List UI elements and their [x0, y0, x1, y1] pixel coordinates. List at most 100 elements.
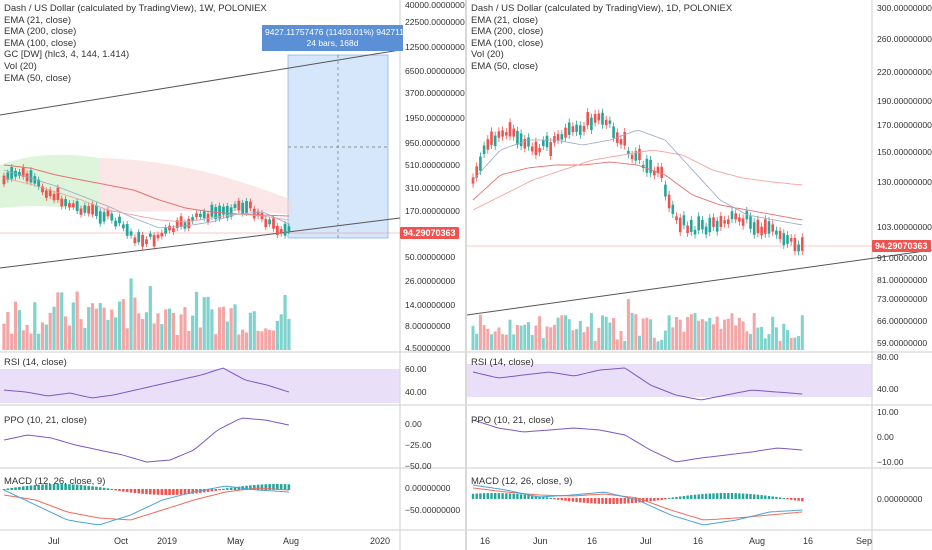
candle-body: [148, 233, 152, 237]
volume-bar: [114, 317, 118, 350]
candle-body: [114, 220, 118, 227]
left-rsi-label[interactable]: RSI (14, close): [4, 357, 67, 368]
candle-body: [501, 130, 504, 137]
volume-bar: [601, 315, 604, 350]
right-indicator-ema100[interactable]: EMA (100, close): [471, 37, 544, 49]
volume-bar: [475, 333, 479, 350]
macd-hist: [268, 484, 271, 490]
rsi-band: [0, 369, 400, 403]
right-chart-canvas[interactable]: [467, 0, 932, 550]
right-ppo-label[interactable]: PPO (10, 21, close): [471, 415, 554, 426]
volume-bar: [52, 306, 56, 350]
macd-hist: [523, 494, 526, 499]
volume-bar: [575, 329, 579, 350]
candle-body: [519, 133, 523, 147]
volume-bar: [260, 331, 264, 350]
right-price-tick: 300.00000000: [877, 3, 932, 13]
left-indicator-ema21[interactable]: EMA (21, close): [4, 14, 72, 26]
left-indicator-gc[interactable]: GC [DW] (hlc3, 4, 144, 1.414): [4, 49, 130, 61]
macd-hist: [33, 485, 37, 490]
left-chart-panel[interactable]: Dash / US Dollar (calculated by TradingV…: [0, 0, 470, 550]
candle-body: [771, 224, 774, 232]
volume-bar: [6, 312, 10, 350]
left-price-tick: 8.00000000: [405, 321, 451, 331]
volume-bar: [608, 322, 612, 350]
macd-hist: [264, 484, 268, 490]
macd-hist: [708, 493, 711, 499]
macd-hist: [716, 493, 719, 499]
candle-body: [245, 201, 248, 213]
macd-hist: [95, 486, 98, 490]
left-time-tick: 2019: [157, 536, 178, 546]
right-indicator-ema21[interactable]: EMA (21, close): [471, 14, 539, 26]
right-rsi-tick: 40.00: [877, 384, 899, 394]
macd-hist: [534, 495, 538, 499]
volume-bar: [756, 327, 760, 350]
macd-signal: [472, 487, 803, 521]
candle-body: [671, 204, 675, 214]
volume-bar: [589, 313, 593, 350]
right-macd-label[interactable]: MACD (12, 26, close, 9): [471, 476, 573, 487]
candle-body: [490, 131, 493, 145]
candle-body: [590, 117, 593, 130]
left-macd-label[interactable]: MACD (12, 26, close, 9): [4, 476, 106, 487]
volume-bar: [287, 318, 291, 350]
macd-hist: [98, 487, 102, 490]
macd-hist: [60, 484, 64, 490]
measure-tooltip-line1: 9427.11757476 (11403.01%) 9427117574: [265, 27, 403, 37]
right-indicator-vol[interactable]: Vol (20): [471, 49, 504, 61]
right-indicator-ema50[interactable]: EMA (50, close): [471, 60, 539, 72]
left-price-tick: 22500.00000000: [405, 17, 470, 27]
volume-bar: [623, 340, 627, 350]
panel-divider[interactable]: [465, 0, 467, 550]
volume-bar: [125, 328, 129, 350]
macd-hist: [206, 489, 210, 492]
left-time-tick: May: [227, 536, 245, 546]
trendline: [0, 217, 401, 269]
candle-body: [516, 130, 519, 145]
candle-body: [582, 125, 586, 132]
volume-bar: [708, 317, 712, 350]
left-indicator-ema100[interactable]: EMA (100, close): [4, 37, 77, 49]
right-rsi-tick: 80.00: [877, 352, 899, 362]
volume-bar: [17, 310, 21, 350]
volume-bar: [641, 318, 645, 350]
volume-bar: [634, 314, 638, 350]
macd-hist: [608, 498, 612, 504]
volume-bar: [667, 315, 671, 350]
right-chart-panel[interactable]: Dash / US Dollar (calculated by TradingV…: [467, 0, 932, 550]
macd-hist: [797, 498, 800, 501]
volume-bar: [94, 308, 98, 350]
volume-bar: [752, 313, 756, 350]
macd-hist: [760, 495, 763, 499]
right-rsi-label[interactable]: RSI (14, close): [471, 357, 534, 368]
left-indicator-ema50[interactable]: EMA (50, close): [4, 72, 72, 84]
candle-body: [137, 232, 141, 243]
candle-body: [675, 216, 678, 221]
left-chart-canvas[interactable]: [0, 0, 465, 550]
volume-bar: [800, 315, 804, 350]
ema-line: [3, 177, 289, 223]
volume-bar: [206, 296, 210, 350]
volume-bar: [786, 329, 789, 350]
volume-bar: [152, 323, 156, 350]
candle-body: [241, 202, 245, 214]
right-indicator-ema200[interactable]: EMA (200, close): [471, 26, 544, 38]
left-ppo-tick: −25.00: [405, 440, 432, 450]
macd-hist: [222, 488, 225, 490]
candle-body: [68, 203, 71, 208]
left-ppo-label[interactable]: PPO (10, 21, close): [4, 415, 87, 426]
macd-hist: [553, 498, 556, 500]
macd-signal: [3, 487, 289, 521]
candle-body: [64, 199, 67, 207]
right-ppo-tick: −10.00: [877, 457, 904, 467]
volume-bar: [244, 332, 249, 350]
candle-body: [542, 140, 545, 147]
candle-body: [79, 208, 83, 215]
candle-body: [682, 215, 686, 226]
macd-hist: [719, 493, 723, 499]
left-price-tick: 50.00000000: [405, 252, 456, 262]
left-indicator-vol[interactable]: Vol (20): [4, 60, 37, 72]
left-indicator-ema200[interactable]: EMA (200, close): [4, 26, 77, 38]
candle-body: [549, 142, 552, 157]
